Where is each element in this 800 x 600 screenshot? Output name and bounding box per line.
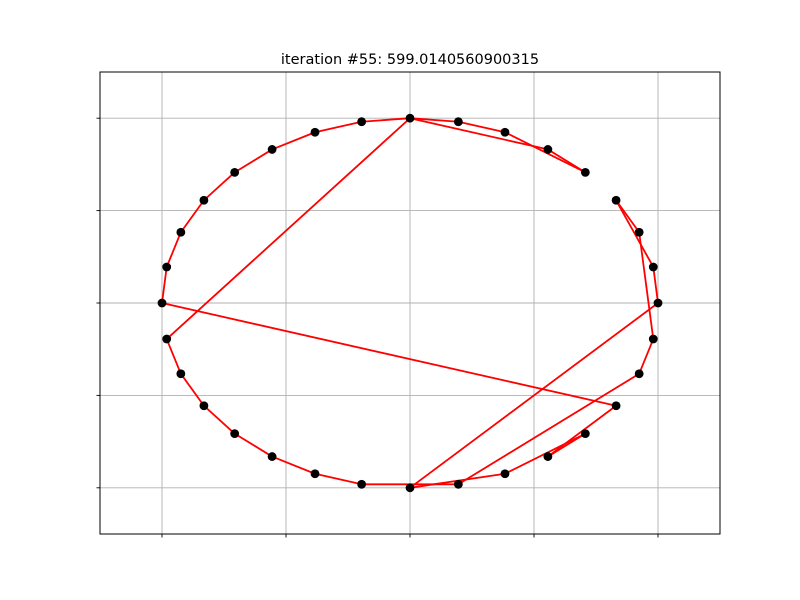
grid: [100, 72, 720, 534]
city-point-11: [611, 401, 621, 411]
tour-edge-3: [457, 120, 506, 134]
tour-edge-21: [615, 199, 641, 234]
tour-edge-26: [314, 472, 363, 486]
tour-edge-4: [409, 117, 460, 123]
city-point-8: [653, 298, 663, 308]
tour-edge-22: [638, 231, 655, 340]
city-point-27: [199, 195, 209, 205]
tour-edge-6: [314, 120, 363, 134]
city-point-24: [157, 298, 167, 308]
tour-edge-30: [179, 372, 205, 407]
city-point-12: [580, 429, 590, 439]
tour-edge-12: [161, 266, 168, 304]
tour-edge-5: [360, 117, 411, 123]
city-point-21: [199, 401, 209, 411]
tour-edge-19: [652, 266, 659, 304]
tour-edge-27: [271, 455, 316, 475]
tour-edge-20: [615, 199, 655, 268]
city-point-15: [453, 479, 463, 489]
city-point-14: [500, 469, 510, 479]
tour-edge-31: [165, 338, 182, 375]
city-point-1: [453, 117, 463, 127]
tour-edge-28: [233, 432, 274, 458]
city-point-7: [648, 262, 658, 272]
city-point-30: [310, 127, 320, 137]
tour-path: [161, 117, 659, 489]
tour-edge-24: [457, 372, 641, 486]
tour-edge-7: [271, 131, 316, 151]
city-point-4: [580, 167, 590, 177]
city-point-13: [543, 452, 553, 461]
city-point-18: [310, 469, 320, 479]
city-point-20: [230, 429, 240, 439]
city-point-9: [648, 334, 658, 344]
city-point-23: [162, 334, 172, 344]
city-point-17: [357, 479, 367, 489]
city-point-3: [543, 145, 553, 154]
city-point-19: [267, 452, 277, 461]
plot-area: [96, 71, 721, 538]
city-points: [157, 113, 663, 493]
axes-frame: [99, 71, 721, 535]
tour-edge-18: [409, 302, 659, 489]
chart-title: iteration #55: 599.0140560900315: [281, 52, 539, 68]
city-point-10: [634, 369, 644, 379]
tour-edge-8: [233, 148, 274, 174]
tour-edge-0: [409, 117, 549, 151]
city-point-22: [176, 369, 186, 379]
axis-ticks: [96, 117, 659, 538]
city-point-16: [405, 483, 415, 493]
tour-edge-11: [165, 231, 182, 268]
tour-edge-23: [638, 338, 655, 375]
city-point-31: [357, 117, 367, 127]
city-point-25: [162, 262, 172, 272]
tour-edge-10: [179, 199, 205, 234]
city-point-26: [176, 227, 186, 237]
city-point-0: [405, 113, 415, 123]
tour-edge-32: [165, 117, 411, 340]
city-point-6: [634, 227, 644, 237]
city-point-28: [230, 167, 240, 177]
city-point-2: [500, 127, 510, 137]
tour-edge-9: [203, 171, 236, 202]
city-point-5: [611, 195, 621, 205]
tour-edge-29: [203, 404, 236, 435]
tour-edge-13: [161, 302, 617, 407]
city-point-29: [267, 145, 277, 154]
